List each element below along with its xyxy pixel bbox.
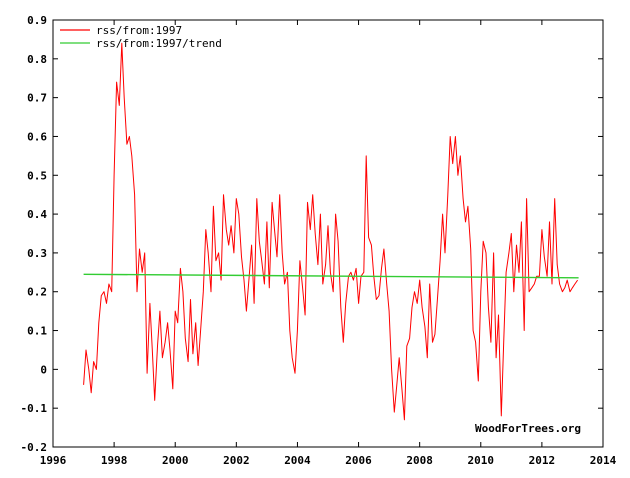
y-tick-label: 0.1: [27, 325, 47, 338]
credit-label: WoodForTrees.org: [475, 422, 581, 435]
axis-layer: -0.2 -0.1 0 0.1 0.2 0.3 0.4 0.5 0.6 0.7 0.8 0.9 1996…: [21, 14, 617, 467]
plot-frame: [52, 19, 604, 448]
x-tick-label: 1998: [101, 454, 128, 467]
y-tick-label: 0.8: [27, 53, 47, 66]
y-tick-label: 0.2: [27, 286, 47, 299]
legend-label-rss: rss/from:1997: [96, 24, 182, 37]
y-tick-label: 0.6: [27, 130, 47, 143]
y-tick-label: 0: [40, 363, 47, 376]
y-tick-label: 0.9: [27, 14, 47, 27]
legend-label-trend: rss/from:1997/trend: [96, 37, 222, 50]
y-tick-label: 0.7: [27, 92, 47, 105]
y-tick-label: 0.5: [27, 169, 47, 182]
y-tick-label: 0.3: [27, 247, 47, 260]
x-tick-label: 2014: [590, 454, 617, 467]
x-tick-label: 2012: [529, 454, 556, 467]
x-tick-label: 2002: [223, 454, 250, 467]
legend: rss/from:1997 rss/from:1997/trend: [60, 24, 222, 50]
x-tick-label: 2006: [345, 454, 372, 467]
series-line-trend: [83, 273, 579, 279]
y-tick-label: 0.4: [27, 208, 47, 221]
x-tick-label: 2000: [162, 454, 189, 467]
y-tick-label: -0.1: [21, 402, 48, 415]
x-tick-label: 2004: [284, 454, 311, 467]
y-tick-label: -0.2: [21, 441, 48, 454]
x-tick-label: 2010: [468, 454, 495, 467]
x-tick-label: 2008: [406, 454, 433, 467]
series-line-rss: [83, 42, 579, 421]
x-tick-label: 1996: [40, 454, 67, 467]
series-layer: [83, 42, 579, 421]
